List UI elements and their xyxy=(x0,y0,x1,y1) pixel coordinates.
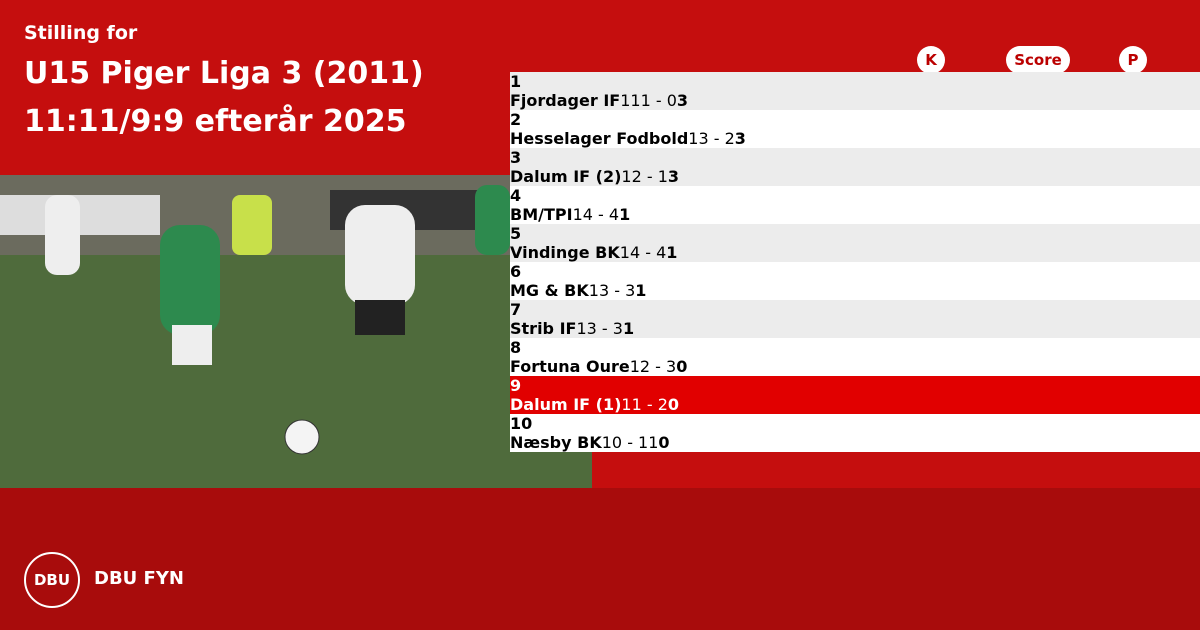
points: 1 xyxy=(635,281,647,300)
matches: 1 xyxy=(621,395,632,414)
table-row: 8 Fortuna Oure12 - 30 xyxy=(510,338,1200,376)
points: 0 xyxy=(658,433,670,452)
score: 4 - 4 xyxy=(629,243,667,262)
team: MG & BK xyxy=(510,281,589,300)
subtitle: Stilling for xyxy=(24,22,138,44)
matches: 1 xyxy=(620,91,631,110)
rank: 9 xyxy=(510,376,522,395)
team: Dalum IF (2) xyxy=(510,167,622,186)
rank: 7 xyxy=(510,300,522,319)
rank: 4 xyxy=(510,186,522,205)
score: 1 - 2 xyxy=(631,395,668,414)
points: 1 xyxy=(622,319,635,338)
matches: 1 xyxy=(576,319,587,338)
score: 11 - 0 xyxy=(630,91,677,110)
rank: 2 xyxy=(510,110,522,129)
rank: 5 xyxy=(510,224,522,243)
period: 11:11/9:9 efterår 2025 xyxy=(24,104,407,139)
photo xyxy=(0,175,592,488)
title: U15 Piger Liga 3 (2011) xyxy=(24,56,424,91)
table-row: 4 BM/TPI14 - 41 xyxy=(510,186,1200,224)
points: 3 xyxy=(734,129,746,148)
col-header: Score xyxy=(1006,46,1070,74)
matches: 1 xyxy=(588,281,599,300)
rank: 10 xyxy=(510,414,533,433)
table-row: 3 Dalum IF (2)12 - 13 xyxy=(510,148,1200,186)
table-row: 2 Hesselager Fodbold13 - 23 xyxy=(510,110,1200,148)
points: 3 xyxy=(667,167,680,186)
rank: 6 xyxy=(510,262,522,281)
team: Fjordager IF xyxy=(510,91,621,110)
score: 3 - 3 xyxy=(586,319,623,338)
col-header: P xyxy=(1119,46,1147,74)
points: 0 xyxy=(676,357,688,376)
score: 3 - 3 xyxy=(598,281,636,300)
table-row: 5 Vindinge BK14 - 41 xyxy=(510,224,1200,262)
score: 2 - 1 xyxy=(631,167,668,186)
standings-table: 1 Fjordager IF111 - 03 2 Hesselager Fodbold… xyxy=(510,72,1200,452)
rank: 1 xyxy=(510,72,522,91)
dbu-logo: DBU xyxy=(24,552,80,608)
matches: 1 xyxy=(619,243,630,262)
score: 2 - 3 xyxy=(639,357,677,376)
matches: 1 xyxy=(688,129,699,148)
team: Hesselager Fodbold xyxy=(510,129,689,148)
matches: 1 xyxy=(601,433,612,452)
points: 1 xyxy=(666,243,678,262)
points: 3 xyxy=(676,91,689,110)
brand: DBU FYN xyxy=(94,568,184,589)
team: Strib IF xyxy=(510,319,577,338)
team: BM/TPI xyxy=(510,205,573,224)
col-header: K xyxy=(917,46,945,74)
table-row: 10 Næsby BK10 - 110 xyxy=(510,414,1200,452)
table-row: 7 Strib IF13 - 31 xyxy=(510,300,1200,338)
matches: 1 xyxy=(621,167,632,186)
team: Vindinge BK xyxy=(510,243,620,262)
rank: 3 xyxy=(510,148,522,167)
matches: 1 xyxy=(629,357,640,376)
score: 4 - 4 xyxy=(582,205,620,224)
table-row: 1 Fjordager IF111 - 03 xyxy=(510,72,1200,110)
matches: 1 xyxy=(572,205,583,224)
score: 0 - 11 xyxy=(611,433,659,452)
table-row: 9 Dalum IF (1)11 - 20 xyxy=(510,376,1200,414)
points: 0 xyxy=(667,395,680,414)
points: 1 xyxy=(619,205,631,224)
score: 3 - 2 xyxy=(698,129,735,148)
table-row: 6 MG & BK13 - 31 xyxy=(510,262,1200,300)
team: Næsby BK xyxy=(510,433,602,452)
rank: 8 xyxy=(510,338,522,357)
footer-band xyxy=(0,488,1200,630)
team: Fortuna Oure xyxy=(510,357,630,376)
team: Dalum IF (1) xyxy=(510,395,622,414)
